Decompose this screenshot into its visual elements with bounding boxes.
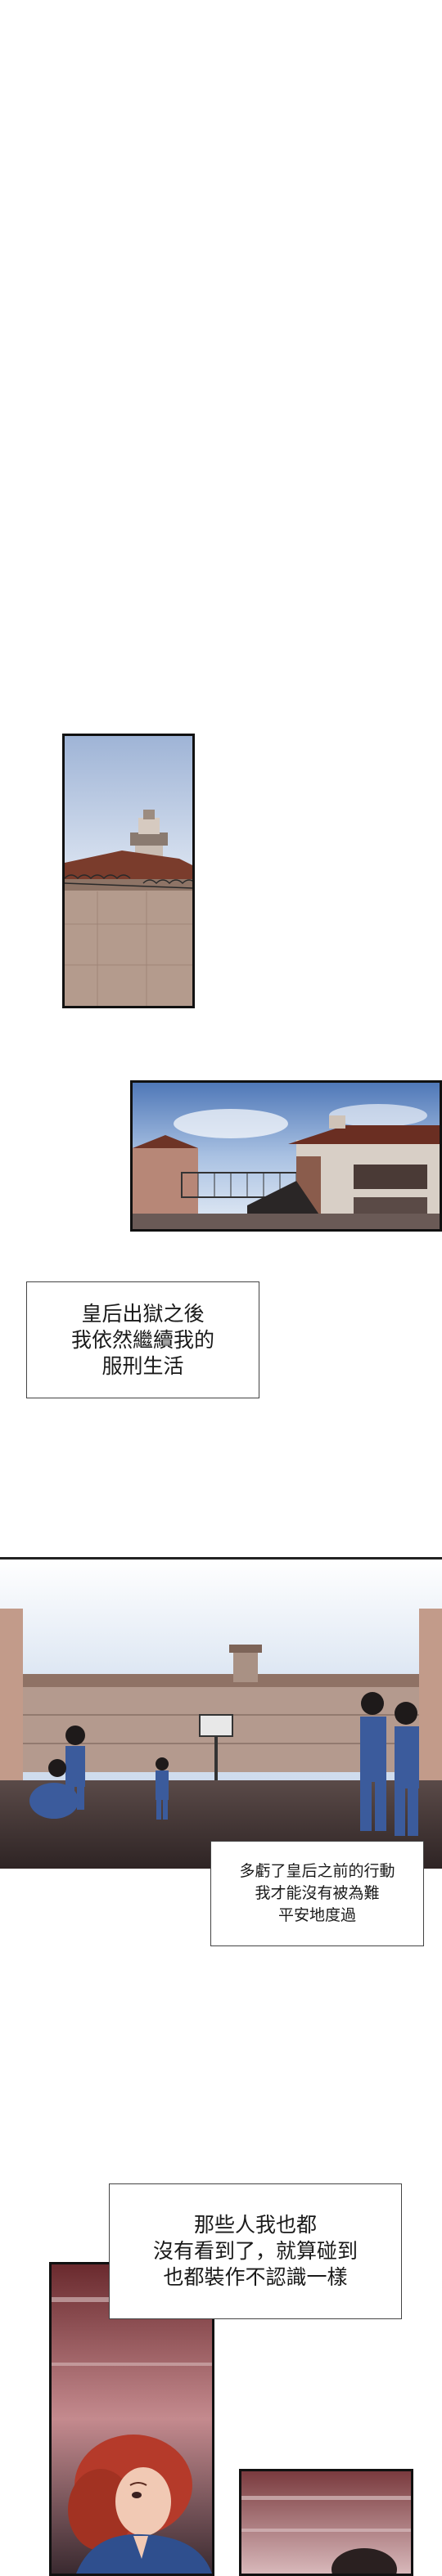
prison-buildings-illustration	[133, 1083, 440, 1229]
panel-prison-tower	[62, 734, 195, 1008]
caption-line: 沒有看到了，就算碰到	[152, 2239, 358, 2263]
panel-prison-yard	[0, 1560, 442, 1869]
caption-line: 服刑生活	[101, 1353, 184, 1378]
caption-line: 平安地度過	[277, 1906, 356, 1924]
caption-line: 皇后出獄之後	[81, 1301, 205, 1326]
caption-thanks-to-queen: 多虧了皇后之前的行動 我才能沒有被為難 平安地度過	[210, 1841, 424, 1946]
caption-line: 我依然繼續我的	[70, 1327, 214, 1352]
panel-bottom-right	[239, 2469, 413, 2576]
caption-line: 那些人我也都	[193, 2213, 317, 2237]
panel-top-border	[0, 1557, 442, 1560]
prison-yard-illustration	[0, 1560, 442, 1869]
panel-prison-buildings	[130, 1080, 442, 1232]
caption-line: 多虧了皇后之前的行動	[239, 1862, 395, 1880]
caption-line: 我才能沒有被為難	[255, 1884, 380, 1902]
prison-tower-illustration	[65, 736, 192, 1006]
caption-after-queen-release: 皇后出獄之後 我依然繼續我的 服刑生活	[26, 1281, 259, 1398]
bottom-right-illustration	[241, 2471, 411, 2574]
caption-line: 也都裝作不認識一樣	[163, 2265, 348, 2289]
caption-ignore-them: 那些人我也都 沒有看到了，就算碰到 也都裝作不認識一樣	[109, 2183, 402, 2319]
